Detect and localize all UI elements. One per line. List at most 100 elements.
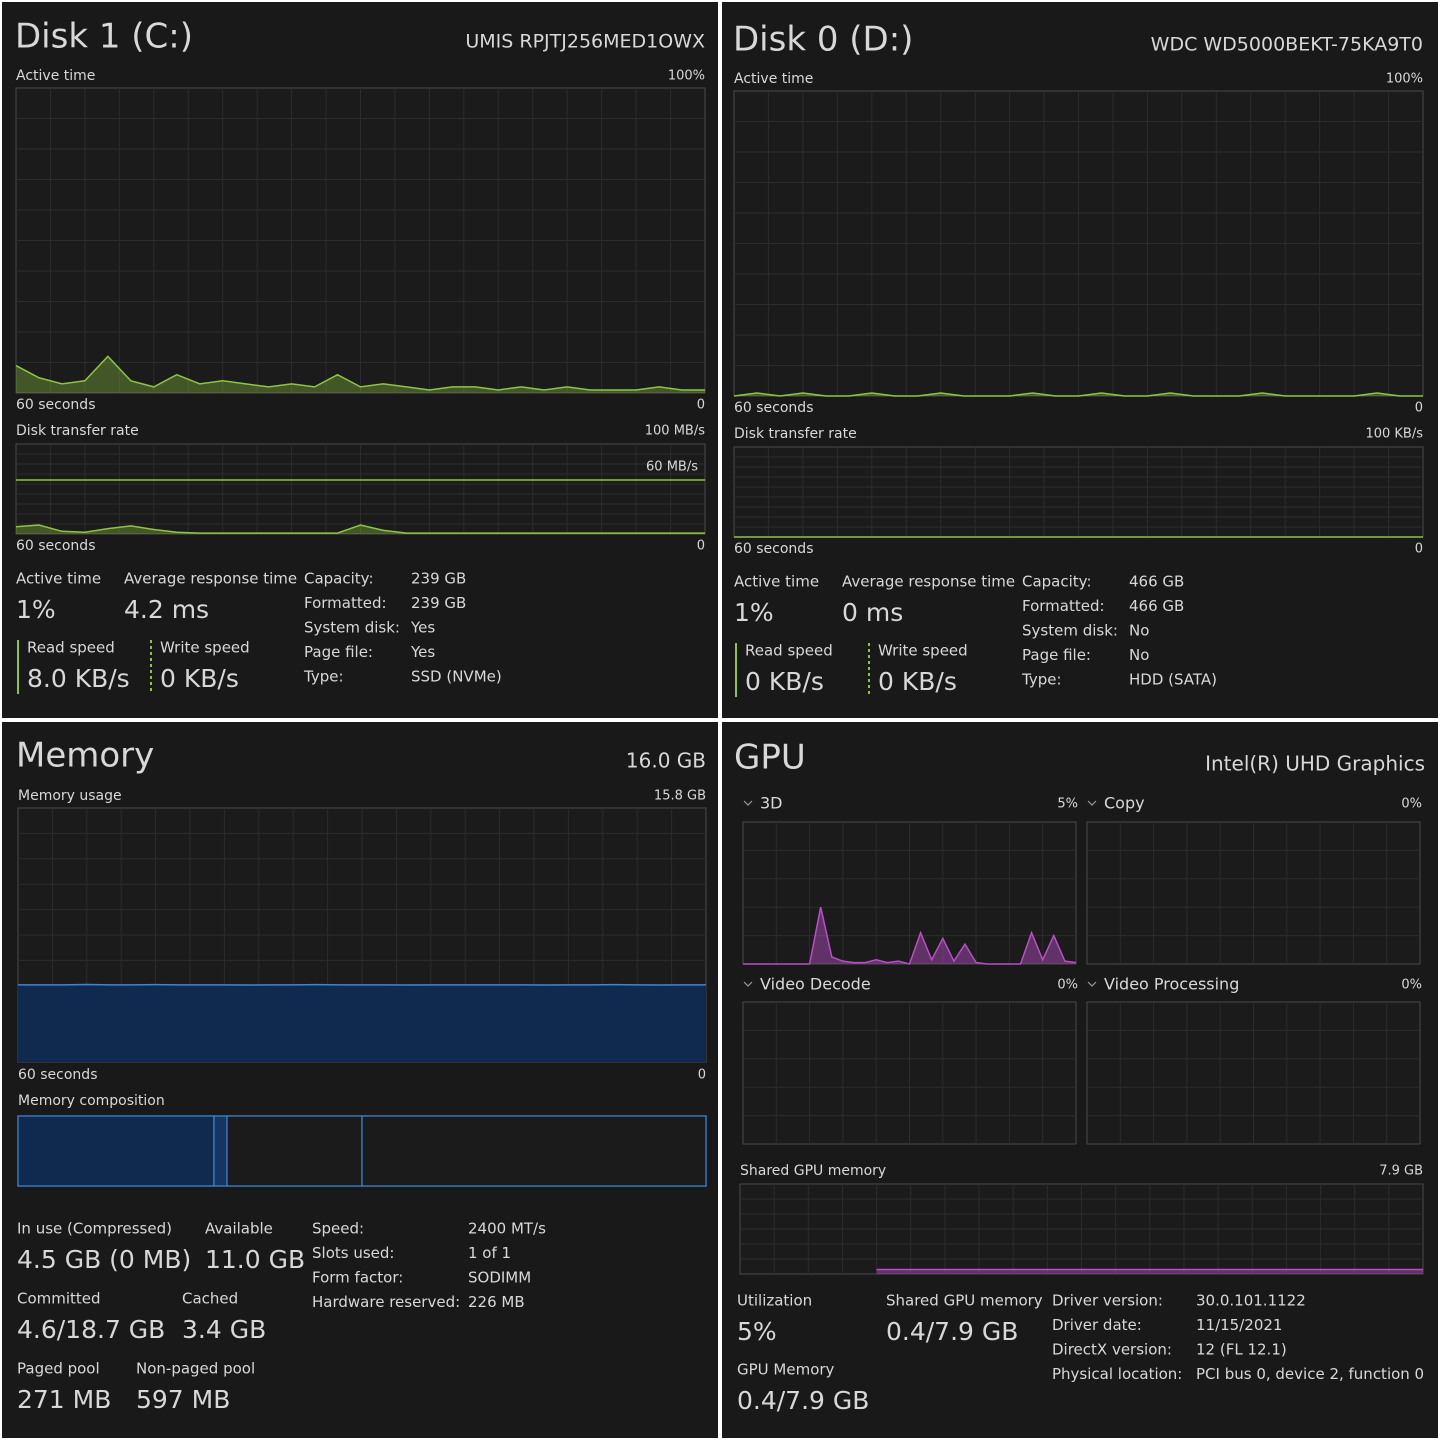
- graph-max: 15.8 GB: [654, 789, 706, 804]
- graph-min: 0: [698, 1068, 706, 1083]
- property-value: No: [1129, 622, 1149, 640]
- graph-span: 60 seconds: [734, 400, 814, 416]
- graph-min: 0: [1415, 542, 1423, 557]
- property-value: SODIMM: [468, 1269, 531, 1287]
- property-label: Slots used:: [312, 1244, 394, 1262]
- stat-label: In use (Compressed): [17, 1220, 172, 1238]
- property-label: Physical location:: [1052, 1365, 1182, 1383]
- stat-value: 0 KB/s: [745, 667, 824, 696]
- area: [16, 356, 705, 393]
- property-value: No: [1129, 646, 1149, 664]
- graph-span: 60 seconds: [16, 538, 96, 554]
- stat-label: Non-paged pool: [136, 1360, 255, 1378]
- stat-label: Average response time: [842, 573, 1015, 591]
- graph-label: Memory usage: [18, 788, 122, 804]
- graph-label: Shared GPU memory: [740, 1163, 886, 1179]
- engine-name: 3D: [760, 794, 783, 813]
- graph-max: 100 MB/s: [645, 424, 705, 439]
- property-label: Speed:: [312, 1220, 364, 1238]
- graph-label: Disk transfer rate: [734, 426, 857, 442]
- line: [733, 392, 1423, 397]
- area: [734, 392, 1423, 396]
- stat-label: Cached: [182, 1290, 238, 1308]
- property-value: 2400 MT/s: [468, 1220, 546, 1238]
- property-label: Type:: [303, 668, 344, 686]
- memory-title: Memory: [16, 736, 154, 776]
- stat-value: 0.4/7.9 GB: [886, 1317, 1018, 1346]
- gpu-model: Intel(R) UHD Graphics: [1205, 752, 1425, 776]
- property-value: 11/15/2021: [1196, 1316, 1282, 1334]
- property-value: 1 of 1: [468, 1244, 511, 1262]
- chevron: [743, 981, 753, 987]
- stat-label: Write speed: [160, 639, 250, 657]
- stat-value: 1%: [16, 595, 56, 624]
- engine-value: 0%: [1401, 978, 1422, 993]
- property-label: Capacity:: [1022, 573, 1092, 591]
- property-label: Formatted:: [1022, 597, 1105, 615]
- stat-value: 0 ms: [842, 598, 903, 627]
- marker-label: 60 MB/s: [646, 460, 698, 475]
- line: [15, 524, 705, 534]
- property-label: Page file:: [304, 643, 373, 661]
- property-value: SSD (NVMe): [411, 668, 502, 686]
- stat-label: Active time: [16, 570, 101, 588]
- disk-title: Disk 1 (C:): [15, 17, 193, 57]
- property-value: Yes: [410, 619, 435, 637]
- property-value: 226 MB: [468, 1293, 525, 1311]
- chevron: [1087, 800, 1097, 806]
- chevron: [1087, 981, 1097, 987]
- stat-label: Paged pool: [17, 1360, 100, 1378]
- stat-label: Active time: [734, 573, 819, 591]
- composition-segment: [361, 1115, 707, 1187]
- chevron: [743, 800, 753, 806]
- memory-total: 16.0 GB: [626, 749, 706, 773]
- stat-label: Utilization: [737, 1292, 812, 1310]
- gpu-title: GPU: [734, 738, 806, 778]
- stat-label: GPU Memory: [737, 1361, 835, 1379]
- composition-segment: [226, 1115, 363, 1187]
- property-label: Form factor:: [312, 1269, 403, 1287]
- graph-min: 0: [697, 539, 705, 554]
- stat-value: 271 MB: [17, 1385, 111, 1414]
- engine-value: 5%: [1057, 797, 1078, 812]
- graph-label: Active time: [734, 71, 813, 87]
- stat-value: 4.2 ms: [124, 595, 209, 624]
- stat-value: 11.0 GB: [205, 1245, 305, 1274]
- property-value: 12 (FL 12.1): [1196, 1341, 1287, 1359]
- property-value: 466 GB: [1129, 573, 1184, 591]
- graph-max: 100 KB/s: [1365, 427, 1423, 442]
- property-label: Driver date:: [1052, 1316, 1142, 1334]
- composition-segment: [213, 1115, 228, 1187]
- property-label: DirectX version:: [1052, 1341, 1172, 1359]
- stat-value: 4.6/18.7 GB: [17, 1315, 165, 1344]
- graph-span: 60 seconds: [18, 1067, 98, 1083]
- area: [743, 907, 1076, 964]
- area: [18, 984, 706, 1062]
- composition-segment: [17, 1115, 215, 1187]
- property-label: Hardware reserved:: [312, 1293, 460, 1311]
- disk-model: UMIS RPJTJ256MED1OWX: [465, 31, 705, 53]
- property-label: Type:: [1021, 671, 1062, 689]
- stat-value: 1%: [734, 598, 774, 627]
- property-label: Driver version:: [1052, 1292, 1163, 1310]
- stat-value: 5%: [737, 1317, 777, 1346]
- graph-min: 0: [697, 398, 705, 413]
- stat-value: 0 KB/s: [878, 667, 957, 696]
- line: [15, 355, 705, 391]
- property-value: 239 GB: [411, 594, 466, 612]
- property-value: PCI bus 0, device 2, function 0: [1196, 1365, 1424, 1383]
- stat-value: 4.5 GB (0 MB): [17, 1245, 191, 1274]
- property-label: System disk:: [304, 619, 400, 637]
- stat-value: 0.4/7.9 GB: [737, 1386, 869, 1415]
- line: [743, 907, 1077, 965]
- graph-label: Active time: [16, 68, 95, 84]
- engine-name: Copy: [1104, 794, 1145, 813]
- graph-max: 7.9 GB: [1379, 1164, 1423, 1179]
- property-label: Formatted:: [304, 594, 387, 612]
- graph-max: 100%: [668, 69, 705, 84]
- property-value: 30.0.101.1122: [1196, 1292, 1306, 1310]
- graph-span: 60 seconds: [16, 397, 96, 413]
- stat-label: Committed: [17, 1290, 101, 1308]
- area: [876, 1269, 1423, 1274]
